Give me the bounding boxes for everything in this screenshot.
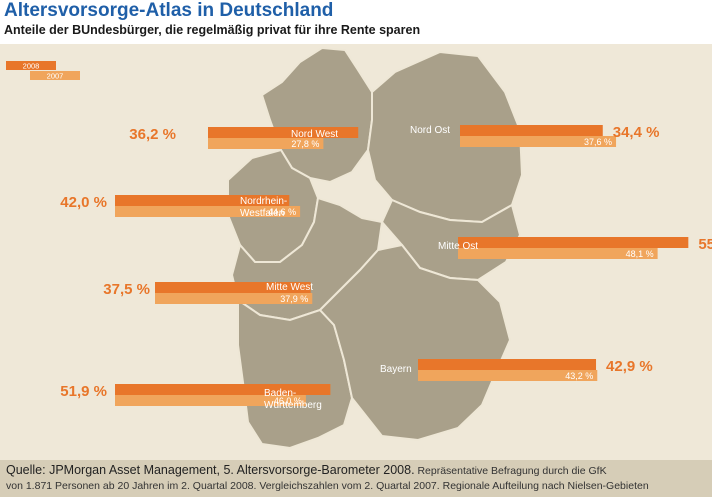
source-line-1: Quelle: JPMorgan Asset Management, 5. Al… (6, 463, 607, 477)
data-label-2008: 51,9 % (60, 383, 107, 400)
region-label: Nord Ost (410, 125, 450, 136)
data-label-2008: 42,0 % (60, 194, 107, 211)
bar-2007 (155, 293, 313, 304)
data-label-2007: 46,0 % (274, 396, 302, 406)
bar-2007 (458, 248, 658, 259)
data-label-2007: 43,2 % (565, 371, 593, 381)
bar-2007 (208, 138, 324, 149)
data-label-2007: 37,9 % (280, 294, 308, 304)
data-label-2007: 37,6 % (584, 137, 612, 147)
bar-2007 (115, 206, 301, 217)
legend-label-2007: 2007 (47, 72, 64, 81)
bar-2007 (418, 370, 598, 381)
bar-2008 (458, 237, 689, 248)
data-label-2007: 44,6 % (268, 207, 296, 217)
legend-swatch-2008 (6, 61, 56, 70)
region-label: Nord West (291, 129, 338, 140)
data-label-2007: 48,1 % (626, 249, 654, 259)
bar-2007 (460, 136, 617, 147)
bar-2008 (155, 282, 311, 293)
bar-2008 (460, 125, 603, 136)
map-region-bayern (318, 243, 512, 442)
bar-2008 (115, 384, 331, 395)
region-label: Mitte Ost (438, 241, 478, 252)
bar-2008 (115, 195, 290, 206)
chart-bars: 27,8 % 36,2 % Nord West 37,6 %34,4 % Nord Os… (60, 124, 712, 411)
data-label-2008: 36,2 % (129, 126, 176, 143)
region-label: Westfalen (240, 208, 284, 219)
region-label: Württemberg (264, 400, 322, 411)
data-label-2007: 27,8 % (291, 139, 319, 149)
region-label: Bayern (380, 364, 412, 375)
source-rest: Repräsentative Befragung durch die GfK (414, 465, 607, 477)
data-label-2008: 55,5 % (698, 236, 712, 253)
chart-title: Altersvorsorge-Atlas in Deutschland (4, 0, 334, 21)
data-label-2008: 34,4 % (613, 124, 660, 141)
legend-label-2008: 2008 (23, 62, 40, 71)
chart-subtitle: Anteile der BUndesbürger, die regelmäßig… (4, 23, 421, 37)
bar-2008 (418, 359, 597, 370)
region-label: Mitte West (266, 282, 313, 293)
source-line-2: von 1.871 Personen ab 20 Jahren im 2. Qu… (6, 480, 649, 492)
bar-2008 (208, 127, 359, 138)
source-footer: Quelle: JPMorgan Asset Management, 5. Al… (0, 460, 712, 497)
data-label-2008: 42,9 % (606, 358, 653, 375)
data-label-2008: 37,5 % (103, 281, 150, 298)
source-main: Quelle: JPMorgan Asset Management, 5. Al… (6, 463, 415, 477)
chart-svg: 2008 2007 27,8 % 36,2 % Nord West 37,6 %34,4… (6, 46, 712, 450)
legend-swatch-2007 (30, 71, 80, 80)
region-label: Baden- (264, 388, 296, 399)
region-label: Nordrhein- (240, 196, 287, 207)
bar-2007 (115, 395, 306, 406)
chart-legend: 2008 2007 (6, 61, 80, 81)
